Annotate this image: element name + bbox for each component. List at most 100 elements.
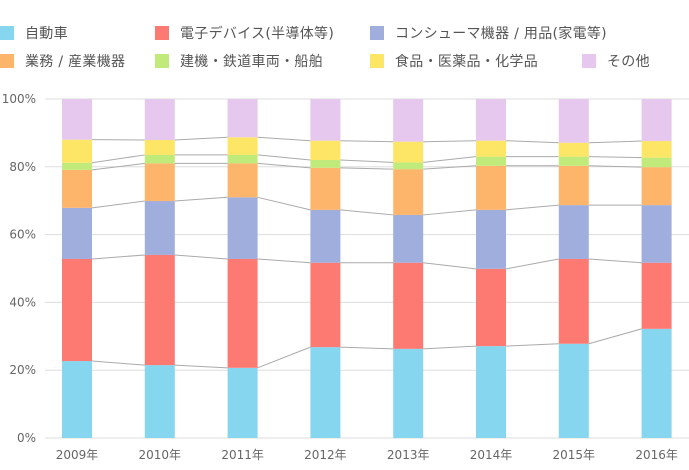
bar-segment[interactable] [62, 169, 92, 208]
bar-segment[interactable] [144, 254, 175, 366]
connector-line [91, 154, 145, 164]
bar-segment[interactable] [641, 99, 672, 142]
x-tick-label: 2010年 [139, 448, 182, 462]
legend-swatch [0, 54, 14, 68]
bar-segment[interactable] [641, 167, 672, 206]
bar-segment[interactable] [641, 205, 672, 263]
bar-segment[interactable] [62, 259, 92, 362]
connector-line [505, 343, 559, 347]
bar-segment[interactable] [310, 140, 341, 161]
connector-line [588, 165, 642, 168]
connector-line [423, 140, 477, 143]
y-tick-label: 40% [9, 295, 36, 309]
bar-segment[interactable] [558, 259, 589, 344]
bar-segment[interactable] [558, 142, 589, 157]
legend-item-consumer[interactable]: コンシューマ機器 / 用品(家電等) [370, 25, 607, 42]
bar-segment[interactable] [62, 361, 92, 438]
bar-segment[interactable] [310, 167, 341, 210]
bar-segment[interactable] [641, 157, 672, 168]
bar-segment[interactable] [227, 163, 258, 198]
legend-item-other[interactable]: その他 [582, 53, 650, 70]
bar-segment[interactable] [393, 169, 424, 215]
bar-segment[interactable] [558, 343, 589, 438]
legend-label: 自動車 [25, 26, 68, 42]
connector-line [340, 167, 394, 170]
bar-segment[interactable] [62, 162, 92, 170]
bar-segment[interactable] [393, 262, 424, 349]
legend-item-industrial[interactable]: 業務 / 産業機器 [0, 53, 125, 70]
connector-line [423, 209, 477, 216]
bar-segment[interactable] [310, 262, 341, 348]
bar-segment[interactable] [393, 162, 424, 170]
bar-segment[interactable] [62, 207, 92, 260]
bar-segment[interactable] [144, 365, 175, 438]
bar-segment[interactable] [227, 154, 258, 164]
connector-line [588, 258, 642, 264]
connector-line [257, 258, 311, 264]
bar-segment[interactable] [476, 346, 506, 438]
connector-line [257, 154, 311, 161]
x-tick-label: 2012年 [304, 448, 347, 462]
bar-segment[interactable] [476, 99, 506, 141]
bar-segment[interactable] [227, 197, 258, 260]
bar-segment[interactable] [476, 268, 506, 347]
connector-line [340, 159, 394, 163]
legend-item-construction[interactable]: 建機・鉄道車両・船舶 [155, 53, 323, 70]
legend-swatch [155, 26, 169, 40]
bar-segment[interactable] [62, 99, 92, 140]
bar-segment[interactable] [476, 156, 506, 166]
bar-segment[interactable] [144, 163, 175, 202]
chart-legend: 自動車 電子デバイス(半導体等) コンシューマ機器 / 用品(家電等) 業務 /… [0, 22, 689, 72]
x-tick-label: 2013年 [387, 448, 430, 462]
connector-line [423, 156, 477, 163]
connector-line [588, 140, 642, 144]
bar-segment[interactable] [144, 140, 175, 155]
bar-segment[interactable] [227, 137, 258, 155]
connector-line [423, 165, 477, 170]
bar-segment[interactable] [227, 367, 258, 438]
bar-segment[interactable] [393, 214, 424, 263]
legend-label: 電子デバイス(半導体等) [180, 26, 335, 42]
bar-segment[interactable] [310, 99, 341, 141]
bar-segment[interactable] [558, 165, 589, 206]
bar-segment[interactable] [144, 99, 175, 141]
bar-segment[interactable] [558, 205, 589, 260]
connector-line [91, 162, 145, 171]
bar-segment[interactable] [641, 141, 672, 158]
bar-segment[interactable] [641, 328, 672, 438]
bar-segment[interactable] [476, 165, 506, 210]
legend-swatch [155, 54, 169, 68]
bars [62, 99, 672, 438]
bar-segment[interactable] [476, 140, 506, 157]
bar-segment[interactable] [227, 259, 258, 368]
legend-item-automotive[interactable]: 自動車 [0, 25, 68, 42]
bar-segment[interactable] [144, 154, 175, 164]
bar-segment[interactable] [310, 160, 341, 168]
legend-swatch [0, 26, 14, 40]
bar-segment[interactable] [310, 347, 341, 438]
bar-segment[interactable] [144, 201, 175, 255]
bar-segment[interactable] [393, 348, 424, 438]
bar-segment[interactable] [558, 99, 589, 143]
y-tick-label: 0% [17, 431, 36, 445]
x-tick-label: 2011年 [221, 448, 264, 462]
legend-label: 建機・鉄道車両・船舶 [180, 54, 323, 70]
y-tick-label: 20% [9, 363, 36, 377]
bar-segment[interactable] [641, 262, 672, 329]
bar-segment[interactable] [393, 141, 424, 163]
legend-item-electronic-devices[interactable]: 電子デバイス(半導体等) [155, 25, 335, 42]
connector-line [505, 204, 559, 211]
legend-item-food-pharma[interactable]: 食品・医薬品・化学品 [370, 53, 538, 70]
x-tick-label: 2016年 [635, 448, 678, 462]
connector-line [174, 254, 228, 260]
bar-segment[interactable] [62, 139, 92, 163]
bar-segment[interactable] [476, 209, 506, 269]
x-tick-label: 2015年 [553, 448, 596, 462]
bar-segment[interactable] [310, 209, 341, 263]
bar-segment[interactable] [393, 99, 424, 142]
legend-swatch [370, 54, 384, 68]
connector-line [91, 360, 145, 366]
bar-segment[interactable] [227, 99, 258, 138]
connector-line [257, 162, 311, 169]
bar-segment[interactable] [558, 156, 589, 166]
